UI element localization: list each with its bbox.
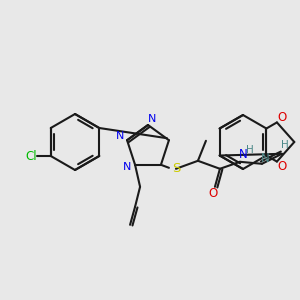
Text: Cl: Cl bbox=[25, 149, 37, 163]
Text: H: H bbox=[281, 140, 289, 150]
Text: N: N bbox=[238, 148, 247, 161]
Text: N: N bbox=[123, 162, 131, 172]
Text: O: O bbox=[208, 187, 218, 200]
Text: H: H bbox=[246, 145, 254, 155]
Text: N: N bbox=[116, 131, 124, 141]
Text: O: O bbox=[277, 160, 286, 173]
Text: O: O bbox=[277, 111, 286, 124]
Text: N: N bbox=[261, 152, 269, 165]
Text: N: N bbox=[148, 114, 156, 124]
Text: S: S bbox=[172, 162, 180, 175]
